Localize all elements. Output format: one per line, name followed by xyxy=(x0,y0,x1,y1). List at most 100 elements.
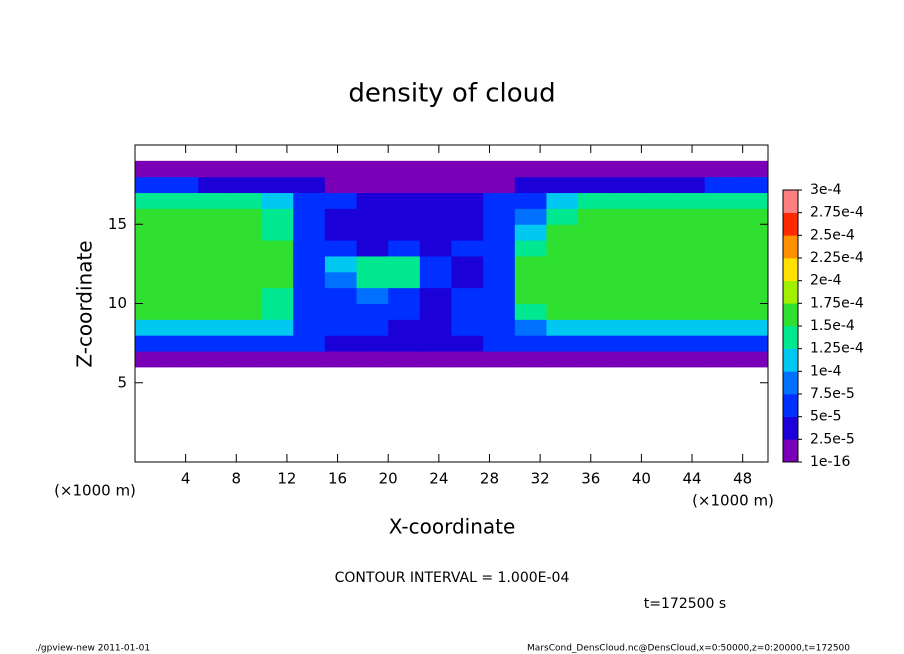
cell xyxy=(483,255,516,273)
cell xyxy=(388,319,421,336)
cell xyxy=(704,287,737,304)
cell xyxy=(135,255,168,273)
cell xyxy=(388,351,421,368)
colorbar-band xyxy=(783,394,798,417)
colorbar-label: 2e-4 xyxy=(810,273,842,289)
cell xyxy=(356,176,389,194)
cell xyxy=(293,208,326,225)
cell xyxy=(293,335,326,352)
cell xyxy=(514,176,547,194)
time-label: t=172500 s xyxy=(644,596,726,612)
cell xyxy=(578,160,611,178)
cell xyxy=(261,224,294,241)
cell xyxy=(324,287,358,304)
cell xyxy=(514,271,547,289)
colorbar-label: 1e-16 xyxy=(810,454,850,470)
cell xyxy=(736,351,769,368)
cell xyxy=(229,208,263,225)
cell xyxy=(673,271,706,289)
colorbar-band xyxy=(783,235,798,259)
colorbar-label: 1e-4 xyxy=(810,363,842,379)
cell xyxy=(704,255,737,273)
cell xyxy=(135,240,168,257)
cell xyxy=(356,335,389,352)
colorbar-band xyxy=(783,439,798,463)
cell xyxy=(388,224,421,241)
cell xyxy=(293,240,326,257)
cell xyxy=(419,224,452,241)
cell xyxy=(578,351,611,368)
cell xyxy=(198,319,231,336)
cell xyxy=(483,176,516,194)
cell xyxy=(578,335,611,352)
cell xyxy=(293,255,326,273)
x-tick-label: 32 xyxy=(531,470,550,488)
cell xyxy=(419,287,452,304)
cell xyxy=(135,160,168,178)
cell xyxy=(324,335,358,352)
cell xyxy=(419,255,452,273)
cell xyxy=(356,160,389,178)
x-tick-label: 36 xyxy=(581,470,600,488)
cell xyxy=(198,351,231,368)
cell xyxy=(673,176,706,194)
cell xyxy=(419,240,452,257)
cell xyxy=(546,192,579,209)
cell xyxy=(135,208,168,225)
cell xyxy=(324,303,358,320)
cell xyxy=(261,240,294,257)
cell xyxy=(514,192,547,209)
cell xyxy=(483,224,516,241)
cell xyxy=(641,271,674,289)
cell xyxy=(198,192,231,209)
cell xyxy=(229,192,263,209)
cell xyxy=(135,271,168,289)
cell xyxy=(609,240,642,257)
cell xyxy=(609,319,642,336)
cell xyxy=(546,319,579,336)
cell xyxy=(609,303,642,320)
colorbar-label: 1.5e-4 xyxy=(810,318,855,334)
cell xyxy=(451,319,484,336)
cell xyxy=(483,192,516,209)
cell xyxy=(356,192,389,209)
cell xyxy=(135,335,168,352)
cell xyxy=(483,303,516,320)
cell xyxy=(388,255,421,273)
cell xyxy=(451,303,484,320)
cell xyxy=(514,287,547,304)
colorbar-label: 1.25e-4 xyxy=(810,341,864,357)
x-axis-label: X-coordinate xyxy=(389,515,516,539)
cell xyxy=(736,208,769,225)
cell xyxy=(736,335,769,352)
cell xyxy=(324,224,358,241)
cell xyxy=(198,208,231,225)
cell xyxy=(609,224,642,241)
cell xyxy=(388,208,421,225)
cell xyxy=(578,303,611,320)
cell xyxy=(704,160,737,178)
cell xyxy=(229,240,263,257)
cell xyxy=(546,335,579,352)
cell xyxy=(198,255,231,273)
cell xyxy=(324,160,358,178)
cell xyxy=(356,351,389,368)
cell xyxy=(388,192,421,209)
cell xyxy=(261,208,294,225)
cell xyxy=(324,351,358,368)
y-axis-label: Z-coordinate xyxy=(73,240,97,367)
cell xyxy=(261,351,294,368)
cell xyxy=(293,351,326,368)
cell xyxy=(419,176,452,194)
cell xyxy=(641,255,674,273)
cell xyxy=(704,176,737,194)
cell xyxy=(198,160,231,178)
cell xyxy=(229,287,263,304)
cell xyxy=(546,255,579,273)
cell xyxy=(736,271,769,289)
cell xyxy=(673,160,706,178)
cell xyxy=(546,208,579,225)
cell xyxy=(451,208,484,225)
cell xyxy=(578,224,611,241)
cell xyxy=(135,287,168,304)
